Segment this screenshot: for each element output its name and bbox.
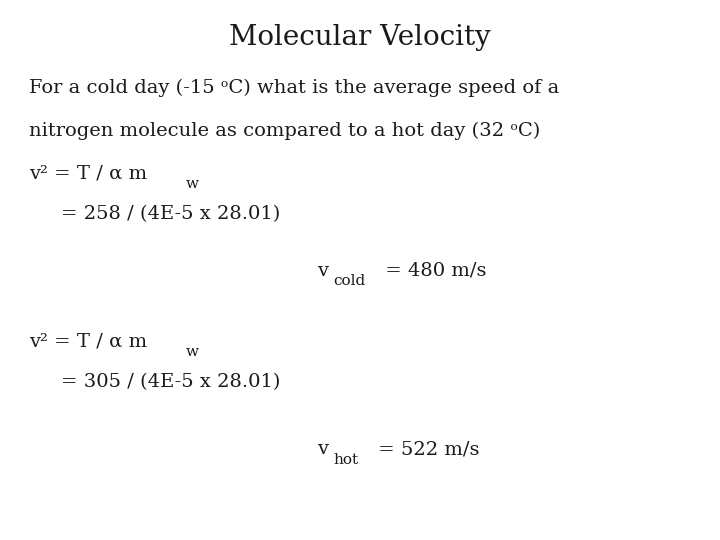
Text: v² = T / α m: v² = T / α m bbox=[29, 165, 147, 183]
Text: v: v bbox=[317, 262, 328, 280]
Text: = 522 m/s: = 522 m/s bbox=[372, 440, 480, 458]
Text: = 258 / (4E-5 x 28.01): = 258 / (4E-5 x 28.01) bbox=[61, 205, 281, 223]
Text: = 480 m/s: = 480 m/s bbox=[379, 262, 486, 280]
Text: v: v bbox=[317, 440, 328, 458]
Text: w: w bbox=[186, 345, 199, 359]
Text: w: w bbox=[186, 177, 199, 191]
Text: Molecular Velocity: Molecular Velocity bbox=[229, 24, 491, 51]
Text: hot: hot bbox=[333, 453, 359, 467]
Text: v² = T / α m: v² = T / α m bbox=[29, 332, 147, 350]
Text: For a cold day (-15 ᵒC) what is the average speed of a: For a cold day (-15 ᵒC) what is the aver… bbox=[29, 78, 559, 97]
Text: cold: cold bbox=[333, 274, 366, 288]
Text: = 305 / (4E-5 x 28.01): = 305 / (4E-5 x 28.01) bbox=[61, 373, 281, 390]
Text: nitrogen molecule as compared to a hot day (32 ᵒC): nitrogen molecule as compared to a hot d… bbox=[29, 122, 540, 140]
